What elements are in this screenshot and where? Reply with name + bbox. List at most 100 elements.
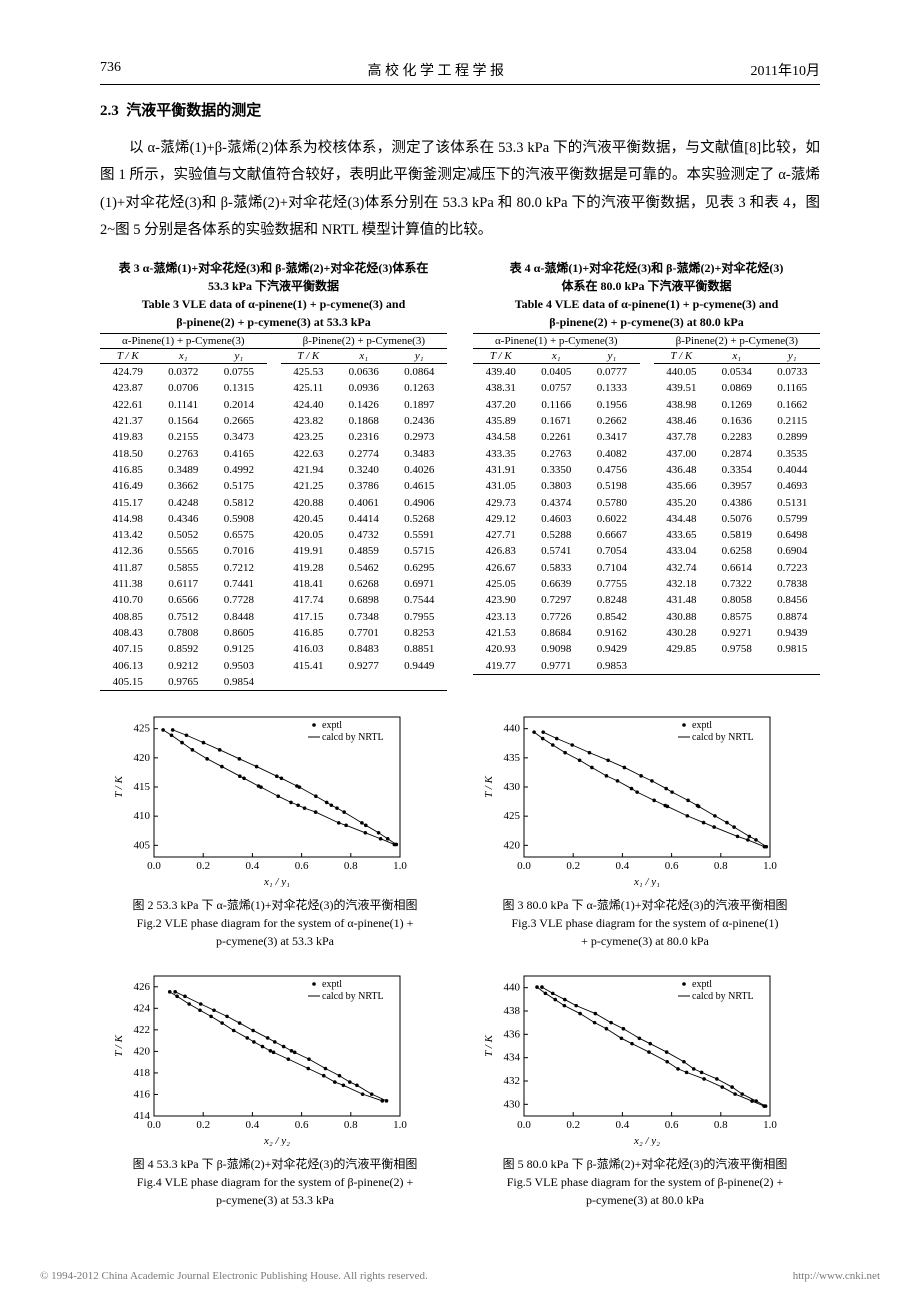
svg-text:416: 416: [134, 1089, 151, 1101]
table-row: 438.310.07570.1333439.510.08690.1165: [473, 380, 820, 396]
table-row: 439.400.04050.0777440.050.05340.0733: [473, 364, 820, 381]
table-row: 416.490.36620.5175421.250.37860.4615: [100, 478, 447, 494]
svg-text:calcd by NRTL: calcd by NRTL: [322, 991, 384, 1002]
svg-text:435: 435: [504, 752, 521, 764]
svg-text:0.0: 0.0: [517, 1119, 531, 1131]
svg-text:0.6: 0.6: [295, 1119, 309, 1131]
svg-text:0.0: 0.0: [147, 860, 161, 872]
svg-text:436: 436: [504, 1028, 521, 1040]
table-row: 433.350.27630.4082437.000.28740.3535: [473, 446, 820, 462]
table-row: 423.900.72970.8248431.480.80580.8456: [473, 592, 820, 608]
body-paragraph: 以 α-蒎烯(1)+β-蒎烯(2)体系为校核体系，测定了该体系在 53.3 kP…: [100, 135, 820, 245]
page-number: 736: [100, 60, 121, 80]
footer-url: http://www.cnki.net: [793, 1270, 880, 1282]
svg-text:426: 426: [134, 981, 151, 993]
table-row: 412.360.55650.7016419.910.48590.5715: [100, 543, 447, 559]
fig5-caption: 图 5 80.0 kPa 下 β-蒎烯(2)+对伞花烃(3)的汽液平衡相图 Fi…: [480, 1155, 810, 1209]
svg-text:x₂ / y₂: x₂ / y₂: [263, 1135, 290, 1146]
running-header: 736 高 校 化 学 工 程 学 报 2011年10月: [100, 60, 820, 85]
svg-text:420: 420: [134, 752, 151, 764]
svg-text:432: 432: [504, 1075, 521, 1087]
table-row: 420.930.90980.9429429.850.97580.9815: [473, 641, 820, 657]
table-row: 425.050.66390.7755432.180.73220.7838: [473, 576, 820, 592]
table-row: 423.870.07060.1315425.110.09360.1263: [100, 380, 447, 396]
svg-text:438: 438: [504, 1005, 521, 1017]
table-row: 419.770.97710.9853: [473, 658, 820, 675]
table-row: 407.150.85920.9125416.030.84830.8851: [100, 641, 447, 657]
svg-text:0.2: 0.2: [196, 860, 210, 872]
svg-text:0.2: 0.2: [566, 860, 580, 872]
svg-text:calcd by NRTL: calcd by NRTL: [692, 732, 754, 743]
table4: α-Pinene(1) + p-Cymene(3)β-Pinene(2) + p…: [473, 333, 820, 675]
table-row: 405.150.97650.9854: [100, 674, 447, 691]
table-row: 414.980.43460.5908420.450.44140.5268: [100, 511, 447, 527]
svg-text:0.2: 0.2: [566, 1119, 580, 1131]
svg-text:0.6: 0.6: [295, 860, 309, 872]
table-row: 410.700.65660.7728417.740.68980.7544: [100, 592, 447, 608]
svg-text:410: 410: [134, 810, 151, 822]
table-row: 408.430.78080.8605416.850.77010.8253: [100, 625, 447, 641]
table-row: 421.530.86840.9162430.280.92710.9439: [473, 625, 820, 641]
table-row: 416.850.34890.4992421.940.32400.4026: [100, 462, 447, 478]
issue-date: 2011年10月: [751, 60, 820, 80]
svg-text:415: 415: [134, 781, 151, 793]
svg-text:420: 420: [504, 839, 521, 851]
table-row: 415.170.42480.5812420.880.40610.4906: [100, 495, 447, 511]
section-heading: 2.3 汽液平衡数据的测定: [100, 99, 820, 120]
table-row: 426.670.58330.7104432.740.66140.7223: [473, 560, 820, 576]
table-row: 413.420.50520.6575420.050.47320.5591: [100, 527, 447, 543]
svg-text:440: 440: [504, 723, 521, 735]
table3: α-Pinene(1) + p-Cymene(3)β-Pinene(2) + p…: [100, 333, 447, 691]
table-row: 434.580.22610.3417437.780.22830.2899: [473, 429, 820, 445]
svg-text:405: 405: [134, 839, 151, 851]
svg-text:x₁ / y₁: x₁ / y₁: [263, 876, 290, 887]
table-row: 422.610.11410.2014424.400.14260.1897: [100, 397, 447, 413]
svg-text:0.8: 0.8: [344, 1119, 358, 1131]
table-row: 424.790.03720.0755425.530.06360.0864: [100, 364, 447, 381]
svg-text:exptl: exptl: [322, 720, 342, 731]
svg-text:x₂ / y₂: x₂ / y₂: [633, 1135, 660, 1146]
svg-text:0.6: 0.6: [665, 860, 679, 872]
svg-text:430: 430: [504, 1098, 521, 1110]
fig2-caption: 图 2 53.3 kPa 下 α-蒎烯(1)+对伞花烃(3)的汽液平衡相图 Fi…: [110, 896, 440, 950]
svg-text:418: 418: [134, 1067, 151, 1079]
svg-text:424: 424: [134, 1002, 151, 1014]
svg-text:1.0: 1.0: [393, 1119, 407, 1131]
table-row: 406.130.92120.9503415.410.92770.9449: [100, 658, 447, 674]
table-row: 423.130.77260.8542430.880.85750.8874: [473, 609, 820, 625]
svg-text:420: 420: [134, 1046, 151, 1058]
table-row: 431.050.38030.5198435.660.39570.4693: [473, 478, 820, 494]
svg-text:0.4: 0.4: [616, 1119, 630, 1131]
svg-text:425: 425: [134, 723, 151, 735]
svg-text:422: 422: [134, 1024, 151, 1036]
table-row: 421.370.15640.2665423.820.18680.2436: [100, 413, 447, 429]
table-row: 411.870.58550.7212419.280.54620.6295: [100, 560, 447, 576]
svg-text:0.4: 0.4: [246, 860, 260, 872]
svg-text:434: 434: [504, 1052, 521, 1064]
table-row: 427.710.52880.6667433.650.58190.6498: [473, 527, 820, 543]
fig5-chart: 0.0 0.2 0.4 0.6 0.8 1.0 430 432 434 436 438 440 x₂ /…: [480, 966, 810, 1151]
svg-text:0.8: 0.8: [714, 860, 728, 872]
svg-text:1.0: 1.0: [763, 860, 777, 872]
svg-text:430: 430: [504, 781, 521, 793]
fig3-chart: 0.00.20.40.60.81.0420425430435440x₁ / y₁…: [480, 707, 810, 892]
table-row: 408.850.75120.8448417.150.73480.7955: [100, 609, 447, 625]
fig4-chart: 0.00.20.40.60.81.0414416418420422424426x…: [110, 966, 440, 1151]
copyright-text: © 1994-2012 China Academic Journal Elect…: [40, 1270, 428, 1282]
svg-text:calcd by NRTL: calcd by NRTL: [692, 991, 754, 1002]
svg-text:0.6: 0.6: [665, 1119, 679, 1131]
svg-text:1.0: 1.0: [763, 1119, 777, 1131]
table3-caption: 表 3 α-蒎烯(1)+对伞花烃(3)和 β-蒎烯(2)+对伞花烃(3)体系在 …: [100, 259, 447, 331]
table4-caption: 表 4 α-蒎烯(1)+对伞花烃(3)和 β-蒎烯(2)+对伞花烃(3) 体系在…: [473, 259, 820, 331]
fig2-chart: 0.00.20.40.60.81.0405410415420425x₁ / y₁…: [110, 707, 440, 892]
table-row: 419.830.21550.3473423.250.23160.2973: [100, 429, 447, 445]
table-row: 431.910.33500.4756436.480.33540.4044: [473, 462, 820, 478]
svg-text:T / K: T / K: [113, 776, 125, 798]
table-row: 437.200.11660.1956438.980.12690.1662: [473, 397, 820, 413]
journal-title: 高 校 化 学 工 程 学 报: [368, 60, 505, 80]
svg-text:1.0: 1.0: [393, 860, 407, 872]
svg-text:0.8: 0.8: [714, 1119, 728, 1131]
svg-text:exptl: exptl: [322, 979, 342, 990]
svg-text:440: 440: [504, 982, 521, 994]
page-footer: © 1994-2012 China Academic Journal Elect…: [40, 1270, 880, 1282]
